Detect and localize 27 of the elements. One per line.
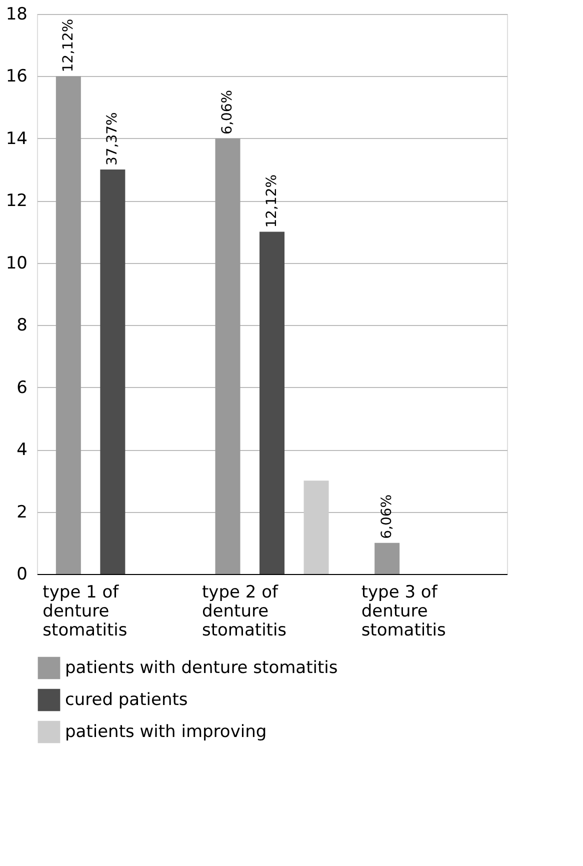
bar [260, 232, 284, 574]
legend-label: patients with denture stomatitis [65, 658, 338, 678]
legend-label: patients with improving [65, 722, 267, 742]
y-tick-label: 4 [16, 440, 28, 460]
legend-label: cured patients [65, 690, 188, 710]
annotation: 37,37% [104, 112, 121, 166]
y-tick-label: 0 [16, 564, 28, 584]
y-tick-label: 6 [16, 378, 28, 398]
bar [304, 480, 329, 574]
y-tick-label: 10 [6, 253, 28, 274]
annotation: 6,06% [379, 494, 396, 539]
y-tick-label: 16 [6, 66, 28, 87]
bar [56, 76, 81, 574]
bar [215, 138, 240, 574]
y-tick-label: 8 [16, 316, 28, 336]
bar [100, 170, 126, 574]
y-tick-label: 18 [6, 4, 28, 24]
y-tick-label: 14 [6, 128, 28, 149]
x-tick-label: type 3 of denture stomatitis [361, 582, 446, 640]
annotation: 6,06% [220, 90, 236, 134]
bar [374, 542, 400, 574]
annotation: 12,12% [60, 18, 76, 72]
y-tick-label: 2 [16, 502, 28, 522]
x-tick-label: type 1 of denture stomatitis [42, 582, 128, 640]
annotation: 12,12% [264, 174, 280, 228]
y-tick-label: 12 [6, 191, 28, 212]
x-tick-label: type 2 of denture stomatitis [202, 582, 287, 640]
